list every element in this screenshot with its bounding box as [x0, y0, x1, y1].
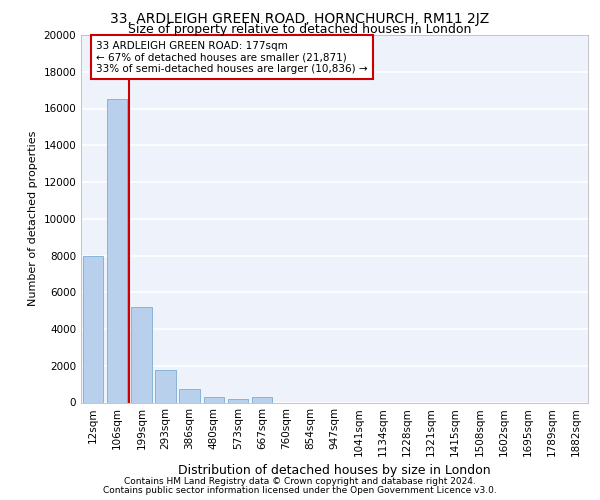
Text: 33, ARDLEIGH GREEN ROAD, HORNCHURCH, RM11 2JZ: 33, ARDLEIGH GREEN ROAD, HORNCHURCH, RM1… — [110, 12, 490, 26]
Text: Contains HM Land Registry data © Crown copyright and database right 2024.: Contains HM Land Registry data © Crown c… — [124, 478, 476, 486]
Bar — [203, 397, 224, 402]
X-axis label: Distribution of detached houses by size in London: Distribution of detached houses by size … — [178, 464, 491, 477]
Bar — [227, 399, 248, 402]
Bar — [131, 307, 152, 402]
Text: Contains public sector information licensed under the Open Government Licence v3: Contains public sector information licen… — [103, 486, 497, 495]
Bar — [83, 256, 103, 402]
Text: 33 ARDLEIGH GREEN ROAD: 177sqm
← 67% of detached houses are smaller (21,871)
33%: 33 ARDLEIGH GREEN ROAD: 177sqm ← 67% of … — [96, 40, 368, 74]
Text: Size of property relative to detached houses in London: Size of property relative to detached ho… — [128, 22, 472, 36]
Bar — [155, 370, 176, 402]
Bar — [252, 397, 272, 402]
Bar — [179, 388, 200, 402]
Y-axis label: Number of detached properties: Number of detached properties — [28, 131, 38, 306]
Bar — [107, 100, 127, 403]
